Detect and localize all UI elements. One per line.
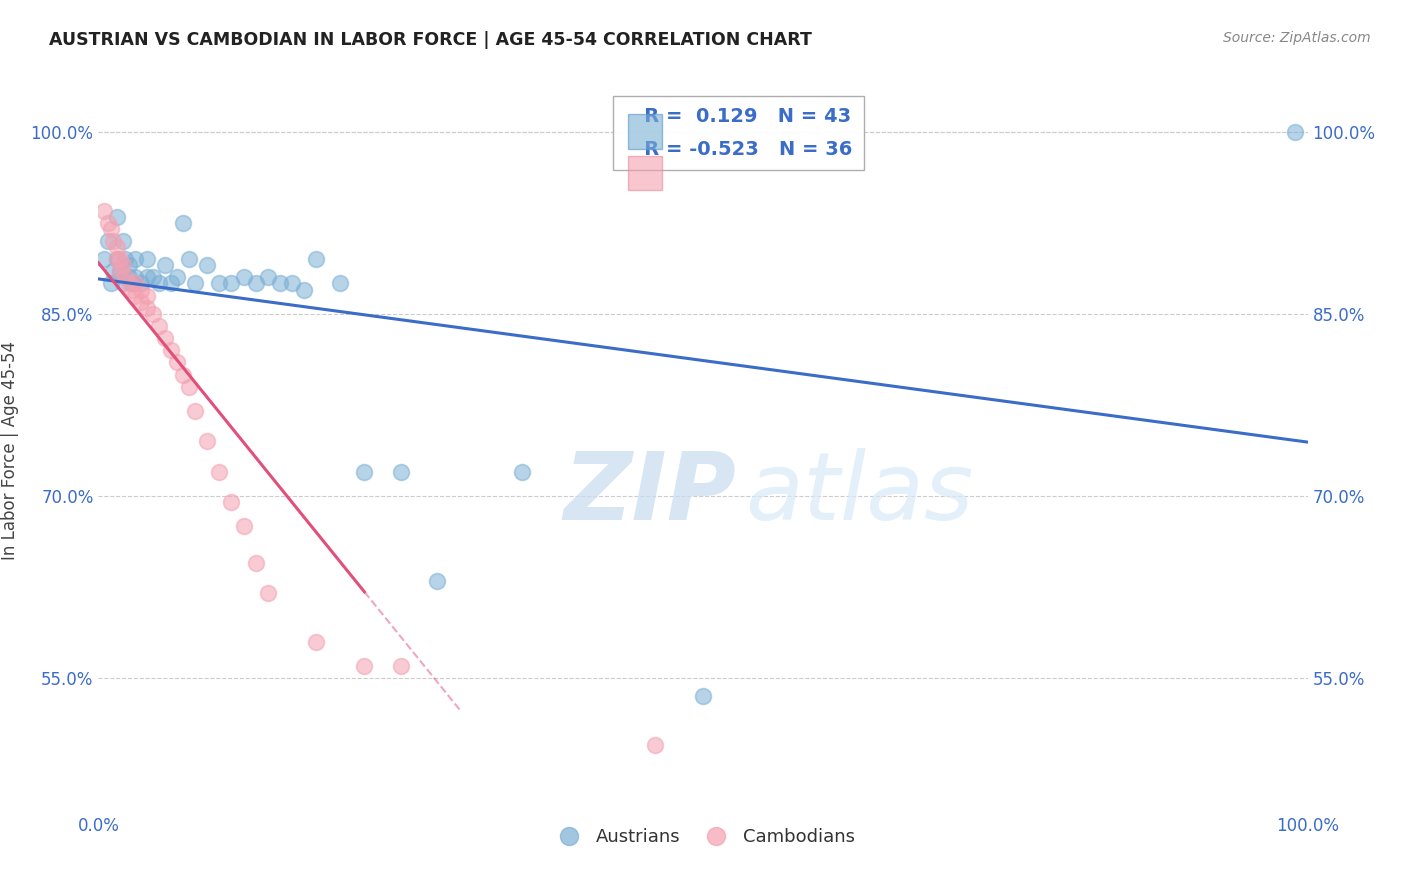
Point: [160, 277, 183, 291]
Point: [426, 574, 449, 588]
Point: [179, 380, 201, 394]
Point: [166, 270, 188, 285]
Point: [129, 283, 152, 297]
Point: [292, 283, 315, 297]
Point: [179, 252, 201, 267]
Point: [118, 277, 141, 291]
Point: [124, 277, 146, 291]
Point: [118, 270, 141, 285]
Point: [114, 270, 136, 285]
Point: [97, 234, 120, 248]
Point: [195, 434, 218, 449]
Point: [172, 216, 194, 230]
Point: [232, 270, 254, 285]
Point: [105, 252, 128, 267]
Point: [305, 252, 328, 267]
Point: [135, 288, 157, 302]
Point: [166, 355, 188, 369]
Point: [510, 465, 533, 479]
Point: [353, 659, 375, 673]
Point: [245, 277, 267, 291]
Point: [105, 210, 128, 224]
Point: [108, 264, 131, 278]
Point: [389, 659, 412, 673]
Point: [232, 519, 254, 533]
Point: [256, 270, 278, 285]
Point: [353, 465, 375, 479]
Point: [172, 368, 194, 382]
Text: AUSTRIAN VS CAMBODIAN IN LABOR FORCE | AGE 45-54 CORRELATION CHART: AUSTRIAN VS CAMBODIAN IN LABOR FORCE | A…: [49, 31, 813, 49]
Text: ZIP: ZIP: [564, 448, 737, 540]
Point: [184, 404, 207, 418]
Legend: Austrians, Cambodians: Austrians, Cambodians: [543, 821, 863, 854]
Point: [121, 283, 143, 297]
Point: [111, 234, 134, 248]
Point: [644, 738, 666, 752]
Y-axis label: In Labor Force | Age 45-54: In Labor Force | Age 45-54: [1, 341, 20, 560]
Point: [305, 634, 328, 648]
Point: [269, 277, 291, 291]
Point: [389, 465, 412, 479]
Point: [153, 258, 176, 272]
Point: [129, 294, 152, 309]
Point: [108, 252, 131, 267]
Text: Source: ZipAtlas.com: Source: ZipAtlas.com: [1223, 31, 1371, 45]
Point: [148, 318, 170, 333]
Point: [118, 258, 141, 272]
Point: [208, 277, 231, 291]
Point: [221, 495, 243, 509]
Point: [121, 277, 143, 291]
Point: [135, 301, 157, 315]
Text: atlas: atlas: [745, 449, 973, 540]
Point: [97, 216, 120, 230]
Point: [160, 343, 183, 358]
Point: [692, 690, 714, 704]
Point: [1284, 125, 1306, 139]
Point: [105, 240, 128, 254]
Point: [329, 277, 352, 291]
Point: [108, 264, 131, 278]
Bar: [628, 156, 662, 190]
Point: [153, 331, 176, 345]
Point: [124, 252, 146, 267]
Bar: [628, 114, 662, 149]
Point: [111, 277, 134, 291]
Point: [124, 288, 146, 302]
Point: [256, 586, 278, 600]
Point: [101, 234, 124, 248]
Point: [142, 307, 165, 321]
Point: [100, 222, 122, 236]
Point: [135, 270, 157, 285]
Point: [114, 252, 136, 267]
Text: R =  0.129   N = 43
   R = -0.523   N = 36: R = 0.129 N = 43 R = -0.523 N = 36: [624, 107, 853, 159]
Point: [124, 270, 146, 285]
Point: [245, 556, 267, 570]
Point: [93, 252, 115, 267]
Point: [208, 465, 231, 479]
Point: [100, 277, 122, 291]
Point: [148, 277, 170, 291]
Point: [195, 258, 218, 272]
Point: [135, 252, 157, 267]
Point: [129, 277, 152, 291]
Point: [93, 203, 115, 218]
Point: [184, 277, 207, 291]
Point: [101, 264, 124, 278]
Point: [111, 258, 134, 272]
Point: [221, 277, 243, 291]
Point: [142, 270, 165, 285]
Point: [105, 252, 128, 267]
Point: [281, 277, 304, 291]
